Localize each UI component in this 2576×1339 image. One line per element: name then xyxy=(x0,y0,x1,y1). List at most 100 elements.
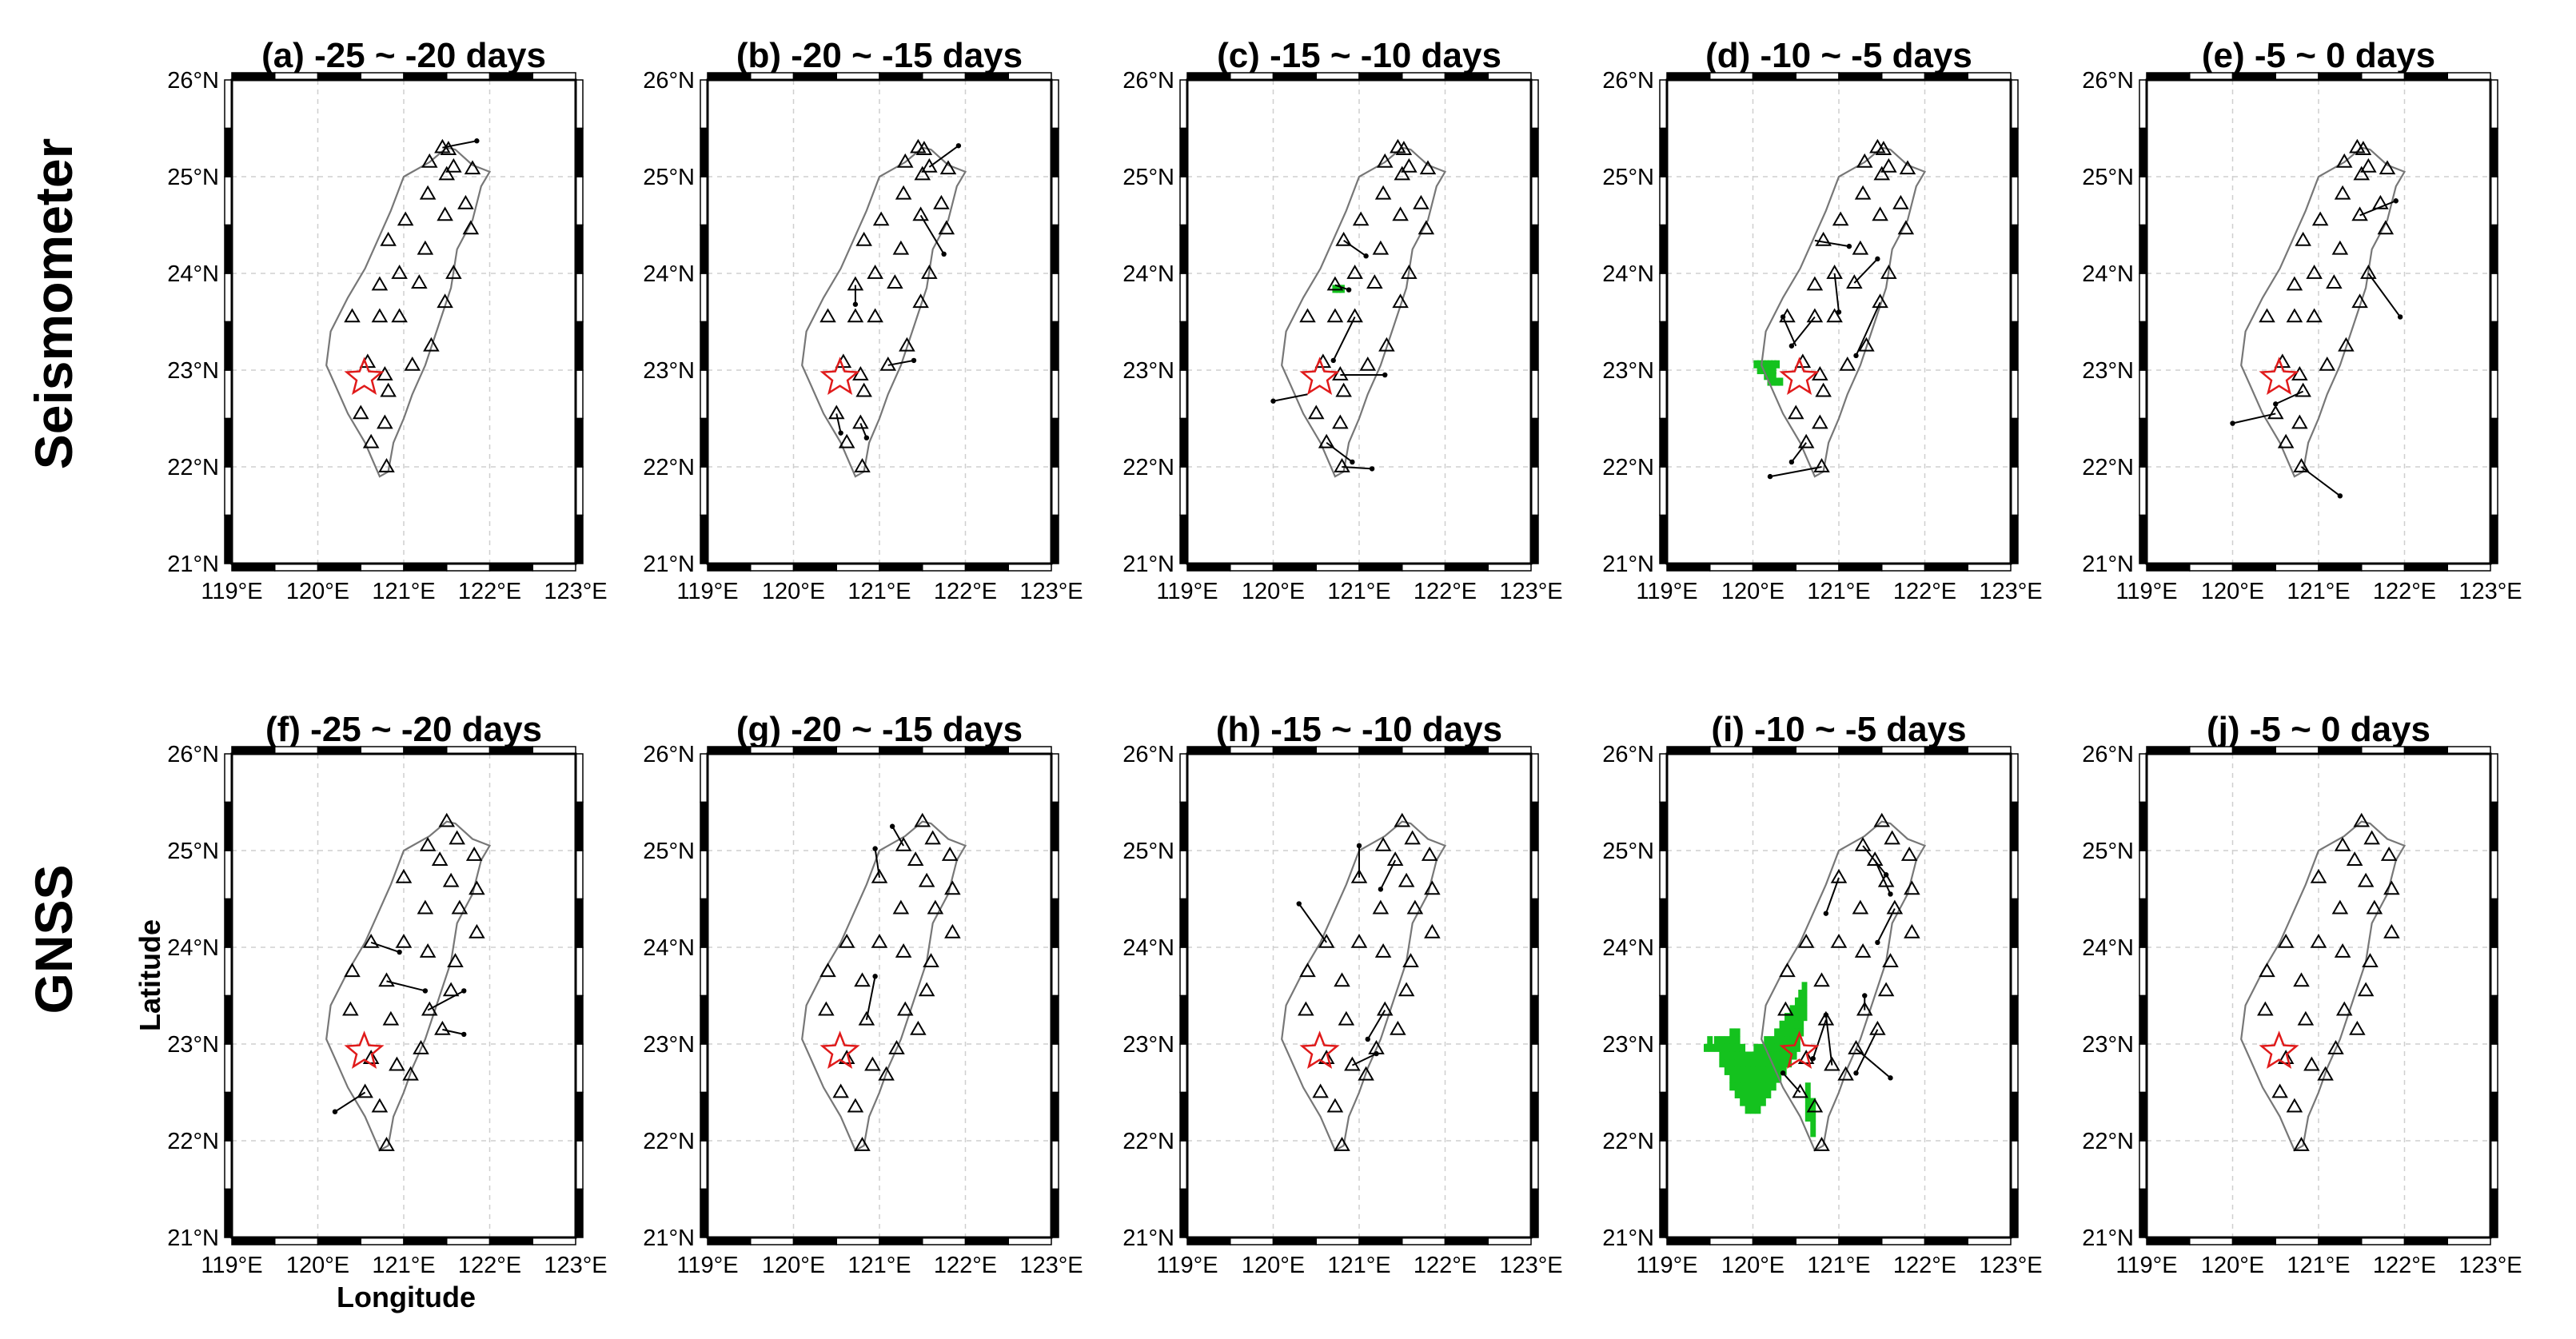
station-triangle-icon xyxy=(447,953,464,967)
vector-head xyxy=(1875,256,1880,262)
lat-tick-label: 22°N xyxy=(1123,455,1174,480)
anomaly-cell xyxy=(1729,1082,1736,1091)
station-triangle-icon xyxy=(1318,933,1335,948)
station-triangle-icon xyxy=(1374,185,1392,200)
station-triangle-icon xyxy=(1392,293,1409,309)
station-triangle-icon xyxy=(864,1056,881,1071)
lat-tick-label: 25°N xyxy=(167,165,219,190)
anomaly-cell xyxy=(1729,1074,1736,1083)
anomaly-cell xyxy=(1719,1036,1725,1045)
anomaly-cell xyxy=(1332,285,1338,293)
anomaly-cell xyxy=(1764,365,1770,375)
station-triangle-icon xyxy=(944,923,961,938)
anomaly-vector xyxy=(1342,466,1373,470)
station-triangle-icon xyxy=(413,1040,429,1054)
anomaly-cell xyxy=(1724,1051,1730,1060)
station-triangle-icon xyxy=(445,157,462,173)
station-triangle-icon xyxy=(380,382,397,397)
anomaly-cell xyxy=(1801,997,1808,1006)
station-triangle-icon xyxy=(362,433,380,448)
lat-tick-label: 21°N xyxy=(167,552,219,577)
anomaly-cell xyxy=(1798,1028,1804,1037)
station-triangle-icon xyxy=(1886,899,1904,915)
station-triangle-icon xyxy=(1390,1020,1406,1035)
lon-tick-label: 119°E xyxy=(1156,1253,1218,1278)
anomaly-cell xyxy=(1767,377,1773,386)
station-triangle-icon xyxy=(2353,812,2371,827)
station-triangle-icon xyxy=(1346,264,1363,279)
anomaly-cell xyxy=(1784,1043,1790,1052)
station-triangle-icon xyxy=(464,160,481,175)
station-triangle-icon xyxy=(1797,933,1815,948)
vector-head xyxy=(1365,1036,1370,1042)
anomaly-cell xyxy=(1770,360,1776,369)
anomaly-cell xyxy=(1779,1020,1785,1029)
station-triangle-icon xyxy=(1873,812,1891,827)
taiwan-coastline xyxy=(1761,146,1927,478)
station-triangle-icon xyxy=(357,1083,373,1098)
station-triangle-icon xyxy=(896,153,914,168)
anomaly-cell xyxy=(1765,1082,1772,1091)
station-triangle-icon xyxy=(2310,933,2327,948)
lat-tick-label: 21°N xyxy=(2082,552,2134,577)
vector-head xyxy=(872,846,878,851)
station-triangle-icon xyxy=(1824,1056,1840,1071)
lat-tick-label: 24°N xyxy=(2082,935,2134,961)
vector-head xyxy=(2273,401,2279,407)
station-triangle-icon xyxy=(939,160,957,175)
lon-tick-label: 121°E xyxy=(1807,1253,1870,1278)
station-triangle-icon xyxy=(2277,433,2295,448)
plot-frame xyxy=(1186,752,1533,1239)
anomaly-cell xyxy=(1745,1051,1751,1060)
station-triangle-icon xyxy=(1376,153,1394,168)
anomaly-vector xyxy=(427,990,465,1011)
station-triangle-icon xyxy=(437,293,453,309)
station-triangle-icon xyxy=(933,194,950,209)
anomaly-cell xyxy=(1798,1005,1804,1014)
station-triangle-icon xyxy=(918,982,935,997)
lat-tick-label: 23°N xyxy=(167,1032,219,1058)
vector-head xyxy=(1853,1070,1859,1076)
station-triangle-icon xyxy=(2297,1010,2315,1026)
vector-head xyxy=(889,823,895,829)
anomaly-vector xyxy=(2232,412,2276,424)
lat-tick-label: 22°N xyxy=(1123,1129,1174,1154)
anomaly-cell xyxy=(1750,1082,1756,1091)
anomaly-cell xyxy=(1750,1059,1756,1068)
plot-frame xyxy=(1665,78,2012,565)
station-triangle-icon xyxy=(1837,1066,1854,1081)
anomaly-cell xyxy=(1734,1028,1741,1037)
vector-head xyxy=(461,988,467,994)
station-triangle-icon xyxy=(2383,880,2400,895)
station-triangle-icon xyxy=(2293,457,2310,472)
lon-tick-label: 121°E xyxy=(2287,579,2350,604)
anomaly-cell xyxy=(1784,1028,1790,1037)
station-triangle-icon xyxy=(421,1001,438,1016)
map-panel: (g) -20 ~ -15 days 119°E 120°E 121°E 122°E 12… xyxy=(643,710,1083,1278)
station-triangle-icon xyxy=(462,220,480,235)
station-triangle-icon xyxy=(2259,308,2275,323)
lon-tick-label: 119°E xyxy=(1636,579,1697,604)
lat-tick-label: 22°N xyxy=(167,1129,219,1154)
station-triangle-icon xyxy=(910,1020,927,1035)
station-triangle-icon xyxy=(1326,1098,1344,1113)
station-triangle-icon xyxy=(2293,972,2310,987)
anomaly-cell xyxy=(1798,990,1804,998)
anomaly-vector xyxy=(1824,1014,1833,1066)
anomaly-cell xyxy=(1750,1090,1756,1098)
station-triangle-icon xyxy=(1318,433,1335,448)
lat-tick-label: 26°N xyxy=(2082,742,2134,767)
station-triangle-icon xyxy=(1401,264,1418,279)
anomaly-cell xyxy=(1804,1106,1811,1114)
anomaly-cell xyxy=(1755,1098,1761,1106)
anomaly-cell xyxy=(1713,1043,1720,1052)
lon-tick-label: 120°E xyxy=(1242,579,1305,604)
lon-tick-label: 123°E xyxy=(2458,1253,2522,1278)
map-panel: (e) -5 ~ 0 days 119°E 120°E 121°E 122°E 123°E… xyxy=(2082,36,2522,604)
anomaly-cell xyxy=(1794,997,1800,1006)
lat-tick-label: 24°N xyxy=(1602,261,1654,287)
station-triangle-icon xyxy=(389,1056,405,1071)
station-triangle-icon xyxy=(371,1098,389,1113)
station-triangle-icon xyxy=(2334,943,2351,958)
anomaly-cell xyxy=(1804,1098,1811,1106)
